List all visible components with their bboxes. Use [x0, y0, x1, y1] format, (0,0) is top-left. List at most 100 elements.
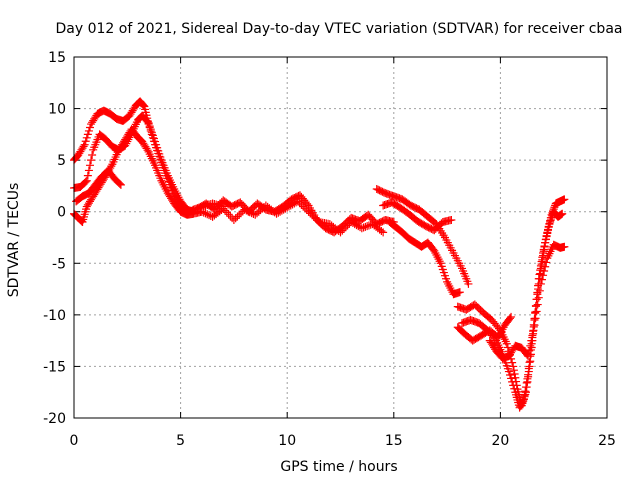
data-point-interp [508, 377, 517, 386]
data-point-interp [84, 126, 93, 135]
data-point-interp [363, 222, 372, 231]
data-point [536, 279, 545, 288]
data-point-interp [521, 387, 530, 396]
data-point [504, 367, 513, 376]
data-point-interp [435, 257, 444, 266]
data-point-interp [171, 187, 180, 196]
data-point-interp [279, 205, 288, 214]
data-point-interp [445, 281, 454, 290]
data-point-interp [313, 216, 322, 225]
data-point-interp [539, 247, 548, 256]
x-tick-label: 5 [176, 433, 185, 449]
data-point [347, 218, 356, 227]
data-point-interp [306, 209, 315, 218]
data-point-interp [341, 223, 350, 232]
chart-title: Day 012 of 2021, Sidereal Day-to-day VTE… [56, 21, 623, 37]
data-point-interp [497, 327, 506, 336]
data-point-interp [85, 161, 94, 170]
data-point [80, 140, 89, 149]
x-tick-label: 20 [491, 433, 509, 449]
data-point-interp [352, 221, 361, 230]
x-tick-label: 15 [385, 433, 403, 449]
data-point [560, 195, 569, 204]
x-axis-label: GPS time / hours [280, 459, 397, 475]
data-point-interp [311, 214, 320, 223]
y-tick-label: -15 [43, 359, 66, 375]
data-point-interp [521, 383, 530, 392]
data-point-interp [85, 123, 94, 132]
data-point [430, 246, 439, 255]
data-point [219, 204, 228, 213]
data-point [283, 203, 292, 212]
data-point-interp [534, 285, 543, 294]
data-point-interp [509, 366, 518, 375]
data-point-interp [523, 374, 532, 383]
data-point [519, 395, 528, 404]
data-point-interp [534, 293, 543, 302]
data-point [379, 228, 388, 237]
data-point-interp [525, 346, 534, 355]
data-point-interp [524, 364, 533, 373]
data-point-interp [235, 210, 244, 219]
data-point-interp [87, 156, 96, 165]
series-arc-2 [70, 111, 198, 216]
data-point [304, 207, 313, 216]
data-point-interp [226, 212, 235, 221]
x-axis-ticks: 0 5 10 15 20 25 [70, 57, 616, 449]
data-point-interp [496, 329, 505, 338]
data-point-interp [510, 369, 519, 378]
data-point-interp [343, 221, 352, 230]
data-point-interp [526, 341, 535, 350]
data-point-interp [233, 212, 242, 221]
data-points [70, 97, 569, 412]
data-point-interp [281, 204, 290, 213]
series-arc-4 [72, 166, 125, 206]
data-point-interp [173, 191, 182, 200]
data-point-interp [286, 201, 295, 210]
data-point [357, 224, 366, 233]
data-point [170, 185, 179, 194]
data-point-interp [542, 258, 551, 267]
data-point-interp [540, 242, 549, 251]
data-point-interp [510, 384, 519, 393]
data-point [447, 215, 456, 224]
data-point-interp [83, 130, 92, 139]
series-afternoon-mid [379, 198, 456, 235]
data-point-interp [535, 286, 544, 295]
data-point-interp [309, 212, 318, 221]
data-point-interp [88, 150, 97, 159]
data-point-interp [350, 220, 359, 229]
data-point-interp [300, 204, 309, 213]
y-tick-label: 5 [57, 153, 66, 169]
data-point-interp [237, 209, 246, 218]
data-point-interp [505, 371, 514, 380]
data-point-interp [242, 206, 251, 215]
data-point-interp [532, 307, 541, 316]
data-point-interp [541, 262, 550, 271]
data-point-interp [299, 202, 308, 211]
data-point-interp [338, 226, 347, 235]
data-point-interp [79, 142, 88, 151]
data-point-interp [533, 300, 542, 309]
data-point [455, 288, 464, 297]
data-point-interp [277, 206, 286, 215]
data-point-interp [161, 185, 170, 194]
data-point-interp [522, 378, 531, 387]
data-point-interp [297, 200, 306, 209]
data-point-interp [531, 314, 540, 323]
data-point [507, 312, 516, 321]
data-point [560, 242, 569, 251]
series-afternoon-lower [385, 218, 464, 299]
series-mid-band-lower [197, 197, 388, 237]
data-point-interp [546, 215, 555, 224]
data-point-interp [138, 100, 147, 109]
y-tick-label: 0 [57, 205, 66, 221]
data-point [545, 220, 554, 229]
data-point-interp [139, 101, 148, 110]
data-point-interp [359, 223, 368, 232]
data-point-interp [308, 211, 317, 220]
data-point-interp [107, 162, 116, 171]
data-point [524, 370, 533, 379]
series-evening-arc-2 [458, 207, 567, 412]
y-tick-label: -20 [43, 411, 66, 427]
